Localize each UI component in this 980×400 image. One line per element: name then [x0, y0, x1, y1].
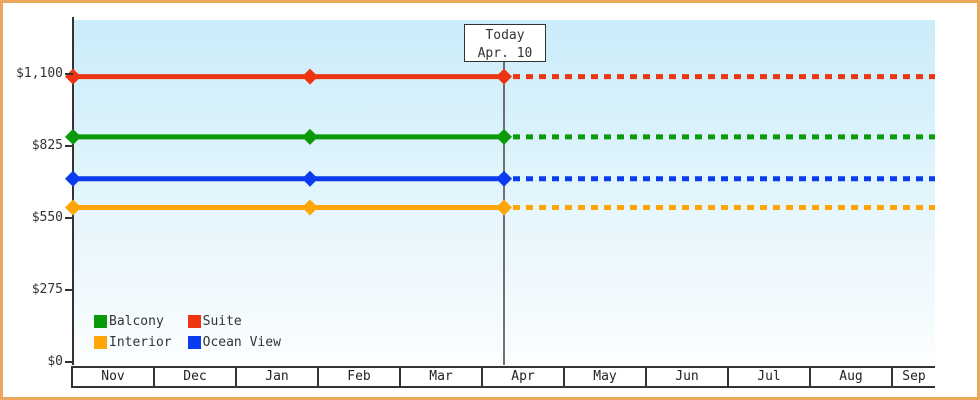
month-cell-may: May — [563, 368, 645, 386]
y-axis-label: $0 — [47, 354, 63, 369]
today-label: Today — [485, 28, 525, 43]
series-marker-suite — [302, 68, 318, 85]
series-marker-balcony — [65, 128, 81, 145]
legend-swatch-icon — [187, 315, 201, 328]
chart-canvas — [65, 61, 935, 365]
series-marker-interior — [496, 199, 512, 216]
month-cell-nov: Nov — [71, 368, 153, 386]
y-axis-label: $825 — [31, 138, 63, 153]
legend-swatch-icon — [94, 336, 107, 349]
legend-label: Balcony — [109, 314, 164, 329]
month-cell-dec: Dec — [153, 368, 235, 386]
month-cell-jan: Jan — [235, 368, 317, 386]
legend-label: Ocean View — [202, 335, 281, 350]
month-cell-aug: Aug — [809, 368, 891, 386]
legend-item-ocean-view: Ocean View — [187, 335, 281, 350]
series-marker-ocean-view — [302, 170, 318, 187]
y-axis-label: $550 — [31, 210, 63, 225]
month-cell-jul: Jul — [727, 368, 809, 386]
legend-item-suite: Suite — [187, 314, 281, 329]
series-marker-ocean-view — [496, 170, 512, 187]
series-marker-balcony — [302, 128, 318, 145]
month-axis: Nov Dec Jan Feb Mar Apr May Jun Jul Aug Sep — [71, 366, 935, 388]
month-cell-feb: Feb — [317, 368, 399, 386]
series-marker-interior — [65, 199, 81, 216]
today-date: Apr. 10 — [477, 46, 533, 61]
y-axis-tick — [65, 145, 73, 147]
series-marker-suite — [496, 68, 512, 85]
legend-swatch-icon — [94, 315, 107, 328]
series-marker-balcony — [496, 128, 512, 145]
legend: Balcony Suite Interior Ocean View — [94, 314, 281, 350]
month-cell-mar: Mar — [399, 368, 481, 386]
y-axis-label: $1,100 — [16, 66, 63, 81]
month-cell-apr: Apr — [481, 368, 563, 386]
legend-item-balcony: Balcony — [94, 314, 172, 329]
y-axis-tick — [65, 361, 73, 363]
legend-label: Interior — [109, 335, 172, 350]
y-axis-label: $275 — [31, 282, 63, 297]
series-marker-ocean-view — [65, 170, 81, 187]
y-axis-tick — [65, 289, 73, 291]
legend-label: Suite — [202, 314, 242, 329]
y-axis-tick — [65, 73, 73, 75]
series-marker-interior — [302, 199, 318, 216]
series-marker-suite — [65, 68, 81, 85]
y-axis-line — [72, 17, 74, 365]
legend-swatch-icon — [187, 336, 201, 349]
y-axis-tick — [65, 217, 73, 219]
today-annotation-box: Today Apr. 10 — [464, 24, 546, 62]
month-cell-jun: Jun — [645, 368, 727, 386]
month-cell-sep: Sep — [891, 368, 935, 386]
legend-item-interior: Interior — [94, 335, 172, 350]
